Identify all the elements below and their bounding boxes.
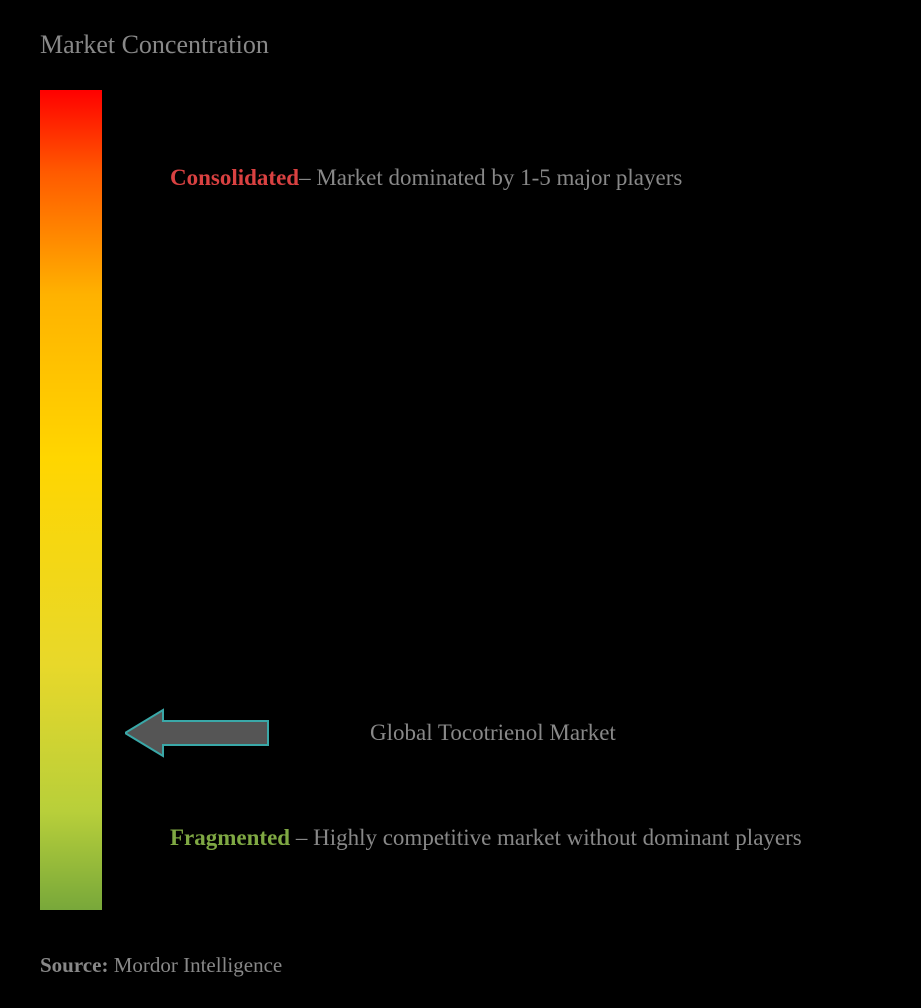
arrow-left-icon xyxy=(125,708,270,758)
market-marker: Global Tocotrienol Market xyxy=(125,708,616,758)
market-marker-label: Global Tocotrienol Market xyxy=(370,720,616,746)
fragmented-highlight: Fragmented xyxy=(170,825,290,850)
fragmented-rest: – Highly competitive market without domi… xyxy=(290,825,802,850)
chart-title: Market Concentration xyxy=(40,30,881,60)
fragmented-label: Fragmented – Highly competitive market w… xyxy=(170,820,802,857)
source-label: Source: xyxy=(40,953,108,977)
source-value: Mordor Intelligence xyxy=(114,953,283,977)
scale-area: Consolidated– Market dominated by 1-5 ma… xyxy=(40,90,881,930)
consolidated-highlight: Consolidated xyxy=(170,165,299,190)
consolidated-label: Consolidated– Market dominated by 1-5 ma… xyxy=(170,160,682,197)
source-attribution: Source: Mordor Intelligence xyxy=(40,953,282,978)
concentration-gradient-bar xyxy=(40,90,102,910)
consolidated-rest: – Market dominated by 1-5 major players xyxy=(299,165,682,190)
